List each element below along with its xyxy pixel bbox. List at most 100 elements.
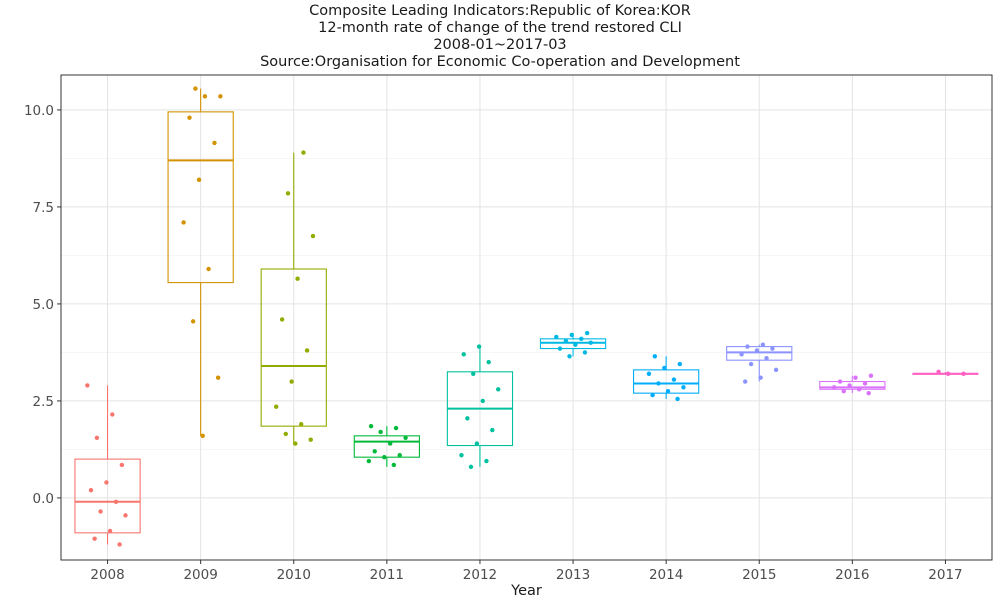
data-point <box>945 371 951 376</box>
data-point <box>393 425 399 431</box>
data-point <box>465 416 470 421</box>
data-point <box>484 458 489 464</box>
data-point <box>391 462 397 468</box>
box-iqr <box>167 111 234 284</box>
data-point <box>853 375 858 380</box>
data-point <box>366 458 372 464</box>
data-point <box>837 379 843 384</box>
data-point <box>461 352 466 357</box>
y-tick-label: 7.5 <box>33 200 54 216</box>
title-line-1: Composite Leading Indicators:Republic of… <box>309 3 691 19</box>
box-iqr <box>74 458 141 534</box>
data-point <box>285 191 291 196</box>
axis-layer: 0.0 2.5 5.0 7.5 10.0 2008 2009 2010 2011 2012 2013… <box>24 103 963 583</box>
box-group-2017 <box>912 369 979 376</box>
data-point <box>739 352 744 357</box>
data-point <box>480 398 485 404</box>
box-group-2014 <box>633 354 700 402</box>
box-iqr <box>819 380 886 390</box>
data-point <box>554 334 559 340</box>
data-point <box>646 371 652 376</box>
data-point <box>215 375 221 380</box>
title-line-2: 12-month rate of change of the trend res… <box>318 20 682 36</box>
data-point <box>567 354 572 359</box>
data-point <box>758 375 763 380</box>
y-tick-label: 10.0 <box>24 103 54 119</box>
data-point <box>378 429 383 435</box>
data-point <box>304 348 310 353</box>
box-group-2015 <box>726 342 793 384</box>
data-point <box>310 233 316 239</box>
y-tick-label: 2.5 <box>33 394 54 410</box>
data-point <box>936 369 941 375</box>
chart-title: Composite Leading Indicators:Republic of… <box>0 3 1000 71</box>
data-point <box>831 385 837 390</box>
data-point <box>397 453 402 458</box>
data-point <box>190 319 196 324</box>
data-point <box>92 536 97 541</box>
data-point <box>764 356 769 361</box>
data-point <box>117 542 122 547</box>
panel-border <box>60 74 993 561</box>
box-group-2016 <box>819 373 886 396</box>
data-point <box>98 509 103 514</box>
data-point <box>681 385 686 390</box>
data-point <box>289 379 294 384</box>
x-tick-label-2016: 2016 <box>835 567 869 583</box>
data-point <box>748 361 754 367</box>
box-iqr <box>353 435 420 458</box>
data-point <box>656 381 661 386</box>
y-tick-label: 5.0 <box>33 297 54 313</box>
data-point <box>107 528 113 534</box>
data-point <box>868 373 874 378</box>
x-tick-label-2009: 2009 <box>183 567 217 583</box>
data-point <box>584 330 590 336</box>
y-tick-label: 0.0 <box>33 491 54 507</box>
x-tick-label-2012: 2012 <box>463 567 497 583</box>
data-point <box>196 177 202 182</box>
data-point <box>283 431 288 437</box>
data-point <box>387 441 393 446</box>
data-point <box>301 150 306 155</box>
data-point <box>866 390 871 396</box>
data-layer <box>74 86 979 547</box>
box-group-2013 <box>539 330 607 359</box>
data-point <box>110 412 115 417</box>
x-tick-label-2015: 2015 <box>742 567 776 583</box>
x-tick-label-2008: 2008 <box>90 567 124 583</box>
data-point <box>754 348 760 353</box>
data-point <box>675 396 680 402</box>
data-point <box>496 387 501 392</box>
title-line-3: 2008-01~2017-03 <box>433 37 567 53</box>
data-point <box>94 435 100 440</box>
data-point <box>579 336 584 342</box>
data-point <box>308 437 313 442</box>
data-point <box>368 423 374 429</box>
data-point <box>773 367 779 373</box>
data-point <box>665 389 671 394</box>
data-point <box>187 115 192 120</box>
data-point <box>85 383 90 388</box>
box-iqr <box>260 268 327 427</box>
data-point <box>471 371 476 376</box>
data-point <box>468 464 474 470</box>
data-point <box>372 449 377 454</box>
data-point <box>650 392 655 398</box>
data-point <box>563 338 569 343</box>
data-point <box>490 427 495 433</box>
box-group-2008 <box>74 383 141 547</box>
x-tick-label-2011: 2011 <box>370 567 404 583</box>
data-point <box>847 383 852 388</box>
data-point <box>298 422 304 427</box>
data-point <box>486 359 491 365</box>
x-axis-title: Year <box>510 583 542 599</box>
x-tick-label-2017: 2017 <box>928 567 962 583</box>
box-iqr <box>633 369 700 394</box>
box-group-2010 <box>260 150 327 446</box>
data-point <box>770 346 775 351</box>
data-point <box>671 377 677 382</box>
data-point <box>476 344 482 349</box>
data-point <box>652 354 658 359</box>
data-point <box>113 499 119 504</box>
